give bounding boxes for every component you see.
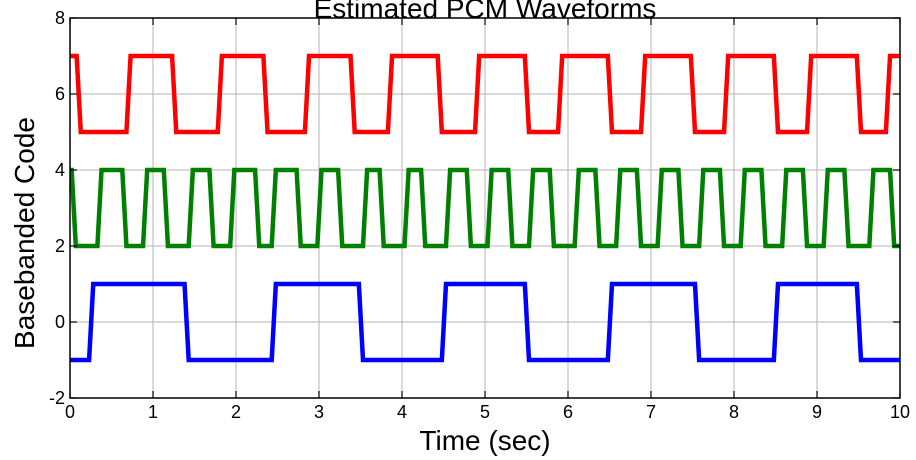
y-tick-label: 0 xyxy=(55,312,65,332)
x-tick-label: 9 xyxy=(812,402,822,422)
y-axis-title: Basebanded Code xyxy=(9,117,40,349)
y-tick-label: -2 xyxy=(49,388,65,408)
series-layer xyxy=(70,53,900,363)
y-tick-label: 4 xyxy=(55,160,65,180)
y-tick-label: 2 xyxy=(55,236,65,256)
x-tick-label: 7 xyxy=(646,402,656,422)
x-tick-label: 8 xyxy=(729,402,739,422)
x-axis-title: Time (sec) xyxy=(419,425,550,456)
series-line-3 xyxy=(70,281,900,363)
chart-title: Estimated PCM Waveforms xyxy=(314,0,657,24)
x-tick-label: 10 xyxy=(890,402,910,422)
series-line-1 xyxy=(70,53,900,135)
series-line-2 xyxy=(70,167,900,249)
y-tick-label: 8 xyxy=(55,8,65,28)
x-tick-label: 4 xyxy=(397,402,407,422)
x-tick-label: 6 xyxy=(563,402,573,422)
x-tick-labels: 0 1 2 3 4 5 6 7 8 9 10 xyxy=(65,402,910,422)
x-tick-label: 1 xyxy=(148,402,158,422)
x-tick-label: 5 xyxy=(480,402,490,422)
x-tick-label: 3 xyxy=(314,402,324,422)
x-tick-label: 0 xyxy=(65,402,75,422)
y-tick-labels: -2 0 2 4 6 8 xyxy=(49,8,65,408)
ticks xyxy=(69,17,901,399)
x-tick-label: 2 xyxy=(231,402,241,422)
y-tick-label: 6 xyxy=(55,84,65,104)
